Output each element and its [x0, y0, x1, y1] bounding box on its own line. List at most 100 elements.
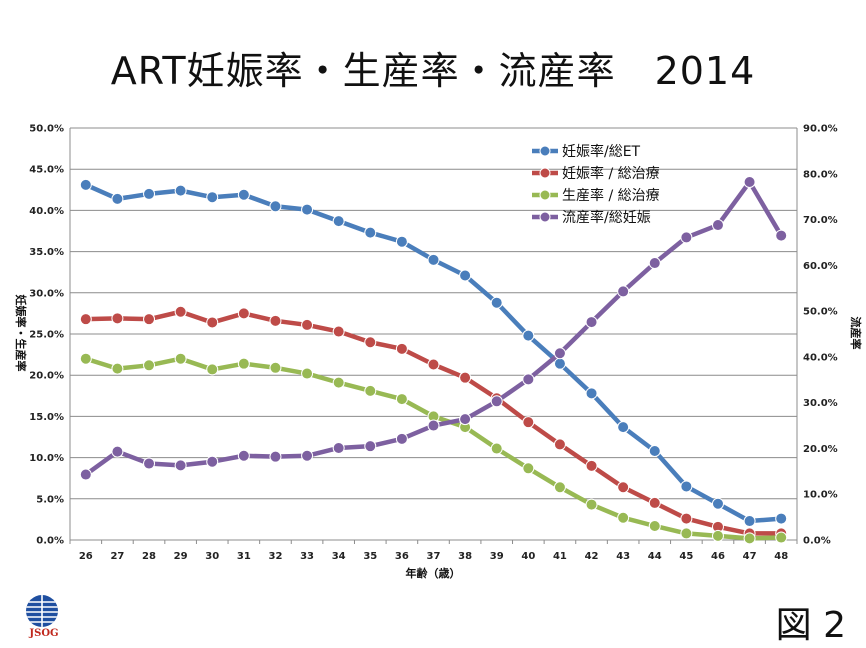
data-point — [680, 512, 693, 525]
y-left-tick-label: 0.0% — [36, 536, 64, 547]
data-point — [143, 313, 156, 326]
figure-label: 図 2 — [775, 605, 846, 646]
data-point — [143, 187, 156, 200]
legend-label: 妊娠率 / 総治療 — [562, 165, 660, 182]
x-tick-label: 31 — [237, 551, 251, 562]
data-point — [174, 184, 187, 197]
data-point — [585, 316, 598, 329]
x-tick-label: 44 — [648, 551, 662, 562]
logo-text: JSOG — [29, 628, 59, 639]
data-point — [174, 305, 187, 318]
data-point — [269, 314, 282, 327]
series-line — [83, 182, 784, 524]
data-point — [143, 359, 156, 372]
data-point — [269, 200, 282, 213]
y-right-tick-label: 20.0% — [803, 444, 838, 455]
data-point — [522, 462, 535, 475]
data-point — [522, 373, 535, 386]
data-point — [490, 296, 503, 309]
y-left-tick-label: 40.0% — [29, 206, 64, 217]
data-point — [364, 226, 377, 239]
y-left-tick-label: 30.0% — [29, 288, 64, 299]
data-point — [648, 257, 661, 270]
data-point — [364, 384, 377, 397]
data-point — [111, 362, 124, 375]
data-point — [680, 231, 693, 244]
x-tick-label: 36 — [395, 551, 409, 562]
data-point — [301, 449, 314, 462]
data-point — [364, 336, 377, 349]
data-point — [553, 347, 566, 360]
data-point — [332, 215, 345, 228]
x-tick-label: 34 — [332, 551, 346, 562]
x-tick-label: 42 — [585, 551, 599, 562]
grid-lines — [69, 127, 798, 541]
data-point — [490, 395, 503, 408]
series-4 — [79, 176, 788, 481]
data-point — [648, 445, 661, 458]
data-point — [79, 352, 92, 365]
y-left-tick-label: 25.0% — [29, 330, 64, 341]
y-right-tick-label: 0.0% — [803, 536, 831, 547]
data-point — [743, 515, 756, 528]
data-point — [553, 481, 566, 494]
data-point — [237, 307, 250, 320]
x-axis-ticks: 26 27 28 29 30 31 32 33 34 35 36 37 38 39 40 41 42 43 44 45… — [69, 540, 798, 562]
data-point — [79, 178, 92, 191]
data-point — [775, 229, 788, 242]
x-tick-label: 27 — [110, 551, 124, 562]
data-point — [395, 342, 408, 355]
x-tick-label: 47 — [743, 551, 757, 562]
y-axis-right-title: 流産率 — [849, 317, 863, 350]
data-point — [585, 459, 598, 472]
y-right-tick-label: 50.0% — [803, 307, 838, 318]
data-point — [775, 531, 788, 544]
x-tick-label: 41 — [553, 551, 567, 562]
data-point — [711, 529, 724, 542]
data-point — [269, 361, 282, 374]
data-point — [364, 440, 377, 453]
data-point — [711, 497, 724, 510]
series-1 — [79, 178, 788, 528]
right-axis-ticks: 0.0% 10.0% 20.0% 30.0% 40.0% 50.0% 60.0% 70.0% 8… — [803, 124, 838, 547]
data-point — [743, 176, 756, 189]
data-point — [206, 455, 219, 468]
data-point — [237, 357, 250, 370]
data-point — [79, 468, 92, 481]
data-point — [79, 313, 92, 326]
y-left-tick-label: 5.0% — [36, 494, 64, 505]
data-point — [490, 442, 503, 455]
y-left-tick-label: 35.0% — [29, 247, 64, 258]
y-left-tick-label: 15.0% — [29, 412, 64, 423]
data-point — [395, 432, 408, 445]
slide-title: ART妊娠率・生産率・流産率 2014 — [110, 49, 756, 93]
y-left-tick-label: 50.0% — [29, 124, 64, 135]
data-point — [522, 416, 535, 429]
data-point — [206, 316, 219, 329]
data-point — [269, 450, 282, 463]
x-tick-label: 45 — [679, 551, 693, 562]
y-right-tick-label: 90.0% — [803, 124, 838, 135]
y-left-tick-label: 20.0% — [29, 371, 64, 382]
data-point — [332, 325, 345, 338]
x-tick-label: 43 — [616, 551, 630, 562]
data-point — [617, 421, 630, 434]
x-tick-label: 33 — [300, 551, 314, 562]
data-point — [395, 393, 408, 406]
data-point — [743, 532, 756, 545]
y-left-tick-label: 45.0% — [29, 165, 64, 176]
data-point — [332, 376, 345, 389]
data-point — [648, 519, 661, 532]
data-point — [553, 357, 566, 370]
x-tick-label: 32 — [268, 551, 282, 562]
data-point — [459, 371, 472, 384]
data-point — [143, 457, 156, 470]
y-right-tick-label: 10.0% — [803, 490, 838, 501]
y-right-tick-label: 60.0% — [803, 261, 838, 272]
data-point — [111, 445, 124, 458]
x-tick-label: 28 — [142, 551, 156, 562]
x-tick-label: 38 — [458, 551, 472, 562]
y-right-tick-label: 30.0% — [803, 398, 838, 409]
